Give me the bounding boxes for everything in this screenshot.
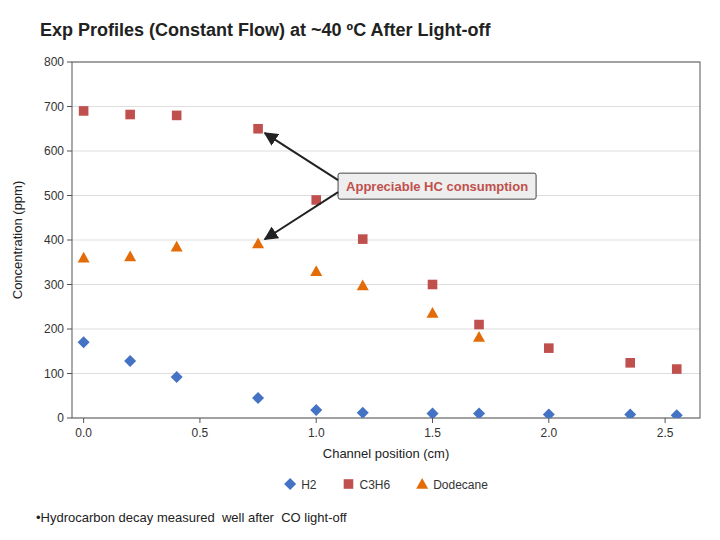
legend-item: C3H6 — [344, 478, 391, 492]
point — [253, 124, 263, 134]
grid-line — [72, 240, 700, 241]
legend-marker — [416, 478, 428, 489]
x-tick — [316, 418, 317, 423]
y-tick — [67, 240, 72, 241]
series — [79, 106, 682, 374]
y-tick-label: 700 — [44, 100, 64, 114]
point — [473, 408, 485, 418]
x-tick-label: 2.5 — [657, 426, 674, 440]
point — [78, 336, 90, 348]
point — [543, 408, 555, 418]
point — [125, 110, 135, 120]
x-tick-label: 0.5 — [192, 426, 209, 440]
x-tick — [665, 418, 666, 423]
x-tick — [199, 418, 200, 423]
point — [428, 280, 438, 290]
point — [171, 241, 183, 252]
point — [624, 408, 636, 418]
legend-marker — [284, 478, 296, 490]
point — [474, 320, 484, 330]
chart: Exp Profiles (Constant Flow) at ~40 ºC A… — [0, 0, 720, 540]
annotation-arrow — [265, 133, 338, 180]
grid-line — [72, 106, 700, 107]
y-tick-label: 200 — [44, 322, 64, 336]
footer: •Hydrocarbon decay measured well after C… — [36, 510, 347, 525]
point — [171, 371, 183, 383]
grid-line — [72, 373, 700, 374]
point — [124, 250, 136, 261]
x-axis-label: Channel position (cm) — [323, 446, 449, 461]
y-tick — [67, 106, 72, 107]
legend: H2 C3H6 Dodecane — [284, 478, 488, 492]
y-tick — [67, 62, 72, 63]
point — [427, 307, 439, 318]
y-tick-label: 400 — [44, 233, 64, 247]
x-tick-label: 2.0 — [540, 426, 557, 440]
y-tick — [67, 418, 72, 419]
point — [310, 265, 322, 276]
legend-label: C3H6 — [359, 478, 390, 492]
y-tick-label: 0 — [57, 411, 64, 425]
y-tick — [67, 195, 72, 196]
point — [79, 106, 89, 116]
plot-frame — [72, 62, 700, 418]
point — [358, 234, 368, 244]
x-tick-label: 1.0 — [308, 426, 325, 440]
y-tick-label: 100 — [44, 367, 64, 381]
point — [310, 404, 322, 416]
y-tick — [67, 151, 72, 152]
y-axis-label: Concentration (ppm) — [10, 181, 25, 300]
legend-item: Dodecane — [416, 478, 488, 492]
point — [427, 408, 439, 418]
point — [672, 364, 682, 374]
y-tick — [67, 373, 72, 374]
point — [124, 355, 136, 367]
point — [357, 279, 369, 290]
point — [625, 358, 635, 368]
annotation-arrow — [265, 192, 338, 239]
x-tick — [548, 418, 549, 423]
point — [473, 331, 485, 342]
y-tick-label: 600 — [44, 144, 64, 158]
legend-label: Dodecane — [433, 478, 488, 492]
point — [671, 409, 683, 418]
y-tick — [67, 284, 72, 285]
y-tick-label: 300 — [44, 278, 64, 292]
legend-marker — [344, 479, 354, 489]
y-tick-label: 500 — [44, 189, 64, 203]
annotation: Appreciable HC consumption — [265, 133, 536, 239]
annotation-text: Appreciable HC consumption — [346, 179, 528, 194]
point — [172, 111, 182, 121]
title: Exp Profiles (Constant Flow) at ~40 ºC A… — [40, 20, 491, 40]
x-tick-label: 1.5 — [424, 426, 441, 440]
series — [78, 336, 683, 418]
grid-line — [72, 284, 700, 285]
grid — [72, 62, 700, 418]
point — [544, 343, 554, 353]
point — [78, 252, 90, 263]
legend-label: H2 — [301, 478, 317, 492]
legend-item: H2 — [284, 478, 317, 492]
x-tick — [432, 418, 433, 423]
x-tick — [83, 418, 84, 423]
points — [78, 106, 683, 418]
y-tick-label: 800 — [44, 55, 64, 69]
series — [78, 238, 485, 342]
annotation-box — [338, 173, 536, 199]
x-tick-label: 0.0 — [75, 426, 92, 440]
point — [252, 392, 264, 404]
y-tick — [67, 329, 72, 330]
grid-line — [72, 151, 700, 152]
point — [357, 407, 369, 418]
grid-line — [72, 329, 700, 330]
point — [252, 238, 264, 249]
